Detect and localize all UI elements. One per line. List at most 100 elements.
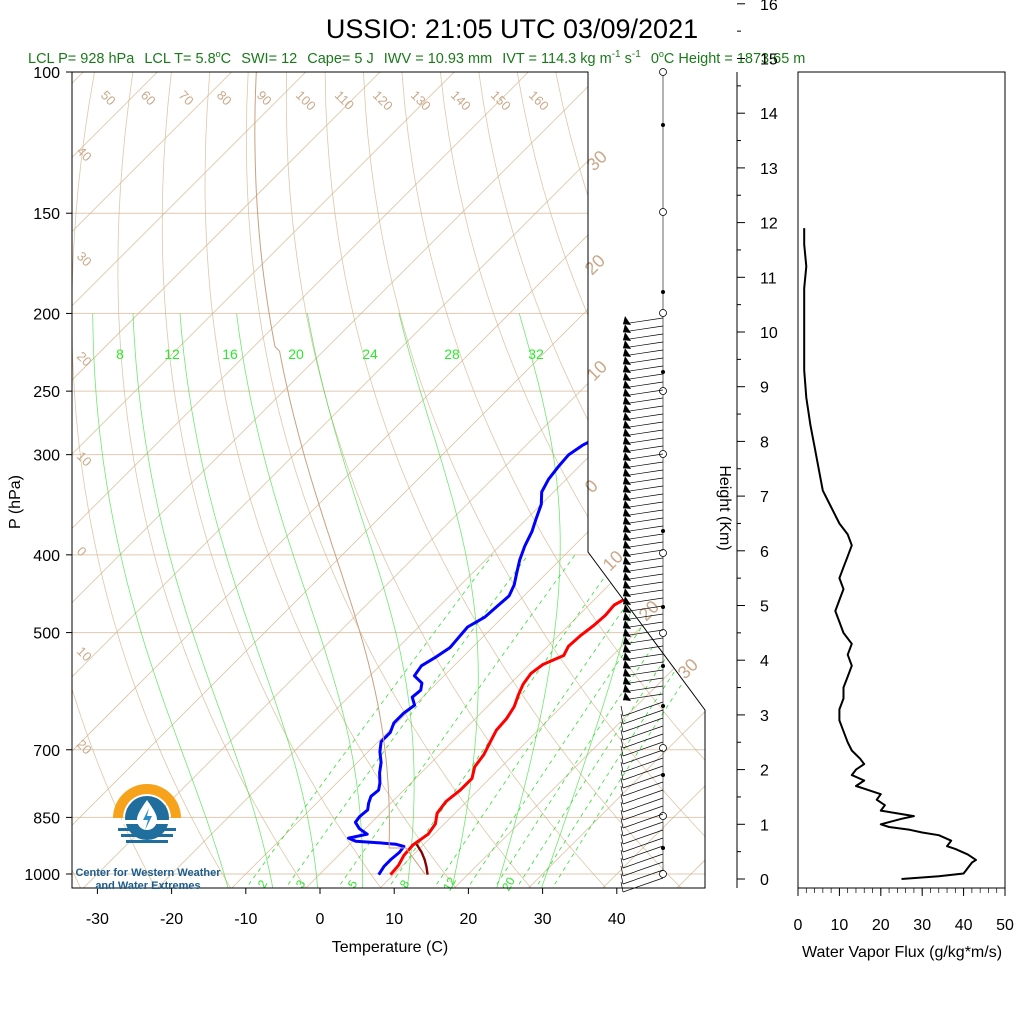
y-tick-label: 200 bbox=[33, 306, 60, 323]
isotherm-label-left: 10 bbox=[74, 449, 95, 470]
dry-adiabat-line bbox=[245, 72, 534, 888]
isotherm-line bbox=[748, 72, 1024, 891]
barb-shaft bbox=[622, 629, 664, 637]
sun-arc-icon bbox=[113, 784, 181, 818]
barb-shaft bbox=[622, 677, 664, 685]
x-tick-label: 10 bbox=[385, 911, 403, 928]
dry-adiabat-label: 120 bbox=[370, 88, 396, 114]
barb-pennant bbox=[623, 556, 631, 565]
moist-adiabat-line bbox=[92, 313, 230, 888]
moist-adiabat-line bbox=[179, 313, 319, 888]
barb-shaft bbox=[622, 605, 664, 613]
barb-shaft bbox=[622, 493, 664, 501]
barb-pennant bbox=[623, 468, 631, 477]
temperature-line bbox=[389, 306, 705, 876]
mixing-ratio-label: 12 bbox=[164, 346, 180, 362]
mixing-ratio-label: 20 bbox=[288, 346, 304, 362]
isotherm-label-right: 30 bbox=[583, 147, 611, 175]
barb-feather bbox=[620, 721, 624, 733]
flux-x-tick-label: 50 bbox=[996, 917, 1014, 934]
barb-shaft bbox=[622, 829, 664, 845]
barb-pennant bbox=[623, 444, 631, 453]
barb-feather bbox=[620, 865, 624, 877]
isotherm-line bbox=[72, 72, 455, 888]
dry-adiabat-line bbox=[440, 72, 705, 888]
barb-pennant bbox=[623, 604, 631, 613]
lcl-temperature: LCL T= 5.8 bbox=[144, 51, 215, 67]
dry-adiabat-line bbox=[863, 72, 1024, 891]
isotherm-line bbox=[72, 72, 232, 888]
barb-shaft bbox=[622, 749, 664, 765]
barb-shaft bbox=[622, 741, 664, 757]
barb-pennant bbox=[623, 436, 631, 445]
barb-pennant bbox=[623, 644, 631, 653]
flux-x-tick-label: 40 bbox=[955, 917, 973, 934]
dry-adiabat-line bbox=[401, 72, 705, 888]
barb-shaft bbox=[622, 445, 664, 453]
height-tick-label: 15 bbox=[760, 52, 778, 69]
height-tick-label: 10 bbox=[760, 325, 778, 342]
dry-adiabat-label: 140 bbox=[448, 88, 474, 114]
barb-shaft bbox=[622, 501, 664, 509]
barb-feather bbox=[620, 713, 624, 725]
moist-adiabat-line bbox=[398, 313, 479, 888]
barb-shaft bbox=[622, 693, 664, 701]
barb-pennant bbox=[623, 492, 631, 501]
barb-shaft bbox=[622, 429, 664, 437]
height-tick-label: 2 bbox=[760, 763, 769, 780]
barb-calm bbox=[659, 549, 667, 557]
barb-shaft bbox=[622, 485, 664, 493]
barb-pennant bbox=[623, 508, 631, 517]
barb-shaft bbox=[622, 365, 664, 373]
barb-feather bbox=[620, 761, 624, 773]
mixing-ratio-line bbox=[386, 554, 621, 888]
mixing-ratio-label: 28 bbox=[444, 346, 460, 362]
height-tick-label: 0 bbox=[760, 872, 769, 889]
barb-pennant bbox=[623, 636, 631, 645]
isotherm-label-right: 10 bbox=[599, 547, 627, 575]
barb-pennant bbox=[623, 596, 631, 605]
barb-shaft bbox=[622, 645, 664, 653]
barb-shaft bbox=[622, 341, 664, 349]
degree-symbol: o bbox=[216, 49, 221, 59]
barb-pennant bbox=[623, 572, 631, 581]
barb-shaft bbox=[622, 845, 664, 861]
chart-subtitle: LCL P= 928 hPa LCL T= 5.8oC SWI= 12 Cape… bbox=[28, 45, 805, 67]
isotherm-label-left: 0 bbox=[74, 544, 90, 560]
barb-feather bbox=[620, 809, 624, 821]
cape-value: Cape= 5 J bbox=[307, 51, 374, 67]
barb-calm bbox=[659, 208, 667, 216]
barb-shaft bbox=[622, 597, 664, 605]
skewt-background bbox=[72, 72, 1024, 891]
y-tick-label: 500 bbox=[33, 626, 60, 643]
barb-shaft bbox=[622, 541, 664, 549]
barb-pennant bbox=[623, 428, 631, 437]
height-tick-label: 8 bbox=[760, 434, 769, 451]
barb-dot bbox=[661, 529, 665, 533]
barb-shaft bbox=[622, 357, 664, 365]
isotherm-label-left: 10 bbox=[74, 644, 95, 665]
flux-line bbox=[803, 228, 977, 880]
barb-dot bbox=[661, 704, 665, 708]
barb-shaft bbox=[622, 381, 664, 389]
x-tick-label: 20 bbox=[460, 911, 478, 928]
y-tick-label: 400 bbox=[33, 548, 60, 565]
barb-feather bbox=[620, 881, 624, 893]
barb-shaft bbox=[622, 637, 664, 645]
mixing-ratio-line bbox=[431, 554, 662, 888]
barb-calm bbox=[659, 744, 667, 752]
barb-shaft bbox=[622, 509, 664, 517]
y-tick-label: 250 bbox=[33, 384, 60, 401]
y-axis-label: P (hPa) bbox=[7, 475, 24, 529]
isotherm-line bbox=[72, 72, 307, 888]
height-tick-label: 16 bbox=[760, 0, 778, 14]
barb-shaft bbox=[622, 813, 664, 829]
barb-shaft bbox=[622, 389, 664, 397]
barb-pennant bbox=[623, 668, 631, 677]
barb-pennant bbox=[623, 588, 631, 597]
dry-adiabat-line bbox=[117, 72, 309, 888]
barb-shaft bbox=[622, 797, 664, 813]
isotherm-line bbox=[80, 72, 705, 888]
flux-series bbox=[803, 228, 977, 880]
